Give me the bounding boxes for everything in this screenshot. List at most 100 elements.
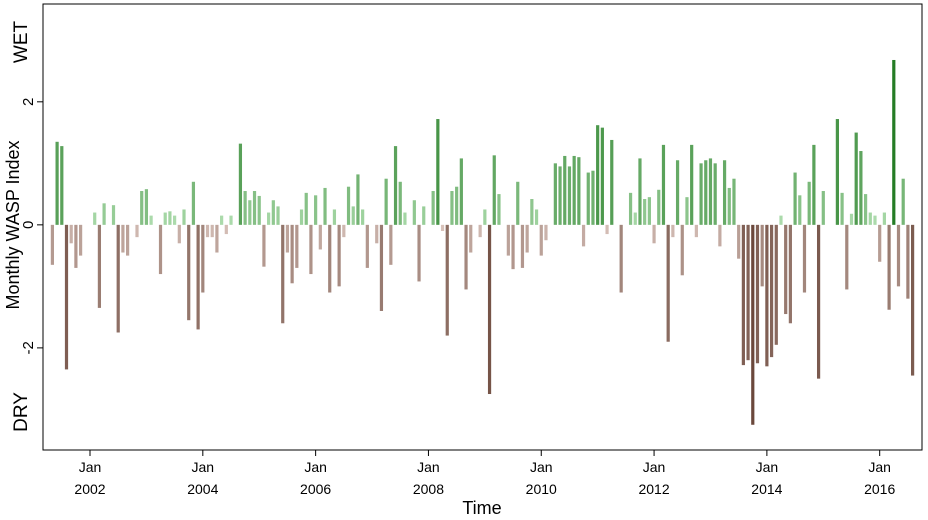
bar — [262, 224, 266, 267]
x-tick-label: Jan 2012 — [638, 459, 670, 497]
bar — [304, 192, 308, 225]
bar — [393, 146, 398, 225]
plot-frame — [42, 3, 923, 451]
bar — [375, 224, 379, 244]
y-tick-label: 2 — [20, 98, 37, 106]
bar — [788, 224, 792, 324]
bar — [445, 224, 449, 336]
bar — [276, 206, 280, 225]
bar — [398, 181, 402, 225]
bar — [600, 127, 604, 225]
bar — [356, 174, 360, 225]
bar — [652, 224, 656, 244]
bar — [173, 215, 177, 225]
bar — [295, 224, 299, 268]
bar — [525, 224, 529, 253]
bar — [657, 189, 661, 225]
bar — [816, 224, 821, 379]
bar — [882, 212, 886, 225]
bar — [126, 224, 130, 256]
bar — [144, 189, 149, 225]
bar — [379, 224, 384, 311]
bar — [337, 224, 341, 287]
bar — [892, 59, 896, 225]
bar — [149, 215, 153, 225]
bar — [111, 205, 116, 225]
bar — [464, 224, 468, 290]
bar — [605, 224, 609, 235]
bar — [384, 178, 388, 225]
bar — [431, 191, 435, 225]
bar — [328, 224, 332, 293]
x-tick-label: Jan 2010 — [525, 459, 557, 497]
bar — [718, 224, 722, 247]
bar — [779, 215, 783, 225]
bar — [483, 209, 487, 225]
bar — [238, 143, 243, 225]
bar — [229, 215, 233, 225]
bar — [74, 224, 78, 268]
bar — [737, 224, 741, 259]
bar — [177, 224, 181, 244]
bar — [690, 144, 694, 225]
bar — [553, 163, 557, 225]
bar — [309, 224, 313, 275]
bar — [793, 172, 797, 225]
bar — [121, 224, 125, 253]
bar — [196, 224, 200, 330]
bar — [812, 144, 816, 225]
bar — [784, 224, 788, 315]
bar — [478, 224, 482, 238]
bar — [868, 212, 872, 225]
bar — [201, 224, 205, 293]
bar — [224, 224, 228, 235]
bar — [69, 224, 73, 244]
bar — [285, 224, 290, 253]
bar — [901, 178, 905, 225]
bar — [93, 212, 97, 225]
wet-label: WET — [11, 21, 32, 64]
bar — [586, 172, 590, 225]
x-axis-label: Time — [462, 498, 501, 518]
bar — [798, 195, 802, 225]
bar — [158, 224, 163, 275]
bar — [708, 158, 713, 225]
bar — [675, 160, 680, 225]
y-tick-label: -2 — [20, 341, 37, 354]
bar — [520, 224, 525, 268]
bar — [436, 119, 440, 225]
bar — [544, 224, 548, 241]
bar — [116, 224, 120, 333]
bar — [910, 224, 915, 376]
bar — [412, 200, 416, 225]
bar — [323, 187, 327, 225]
bar — [252, 191, 257, 225]
bar — [342, 224, 346, 238]
bar — [271, 200, 275, 225]
bar — [257, 195, 261, 225]
bar — [248, 200, 252, 225]
bar — [534, 209, 539, 225]
bar — [906, 224, 910, 299]
bar — [619, 224, 623, 293]
bar — [530, 199, 534, 225]
bar — [102, 203, 106, 225]
x-tick-label: Jan 2002 — [74, 459, 106, 497]
bar — [558, 166, 562, 225]
bar — [351, 206, 355, 225]
x-tick-label: Jan 2008 — [412, 459, 445, 497]
bar — [539, 224, 543, 256]
bar — [863, 194, 868, 225]
bar — [220, 215, 224, 225]
bar — [243, 191, 247, 225]
bar — [135, 224, 139, 238]
bar — [55, 141, 59, 225]
bar — [661, 144, 666, 225]
bar — [210, 224, 214, 238]
bar — [581, 224, 586, 247]
bar — [64, 224, 69, 370]
bar — [596, 125, 600, 225]
bar — [577, 157, 581, 225]
